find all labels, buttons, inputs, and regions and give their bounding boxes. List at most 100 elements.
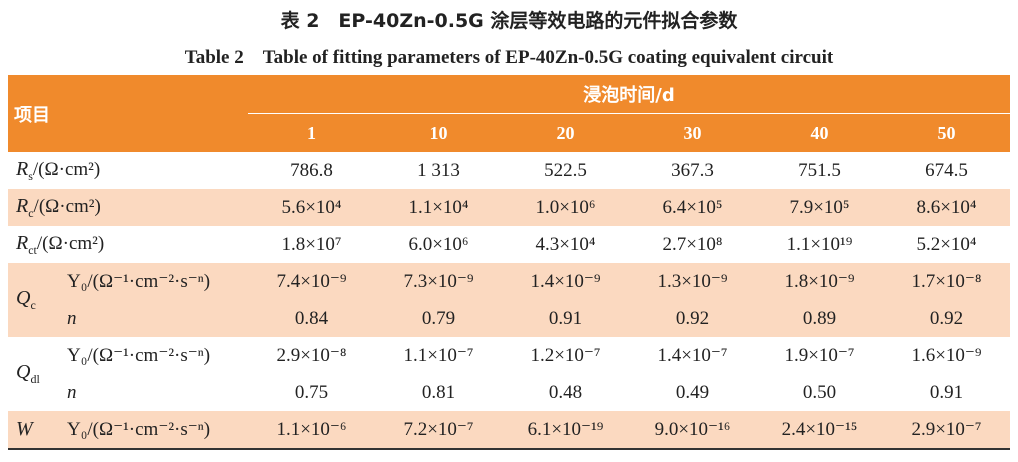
value-cell: 2.4×10⁻¹⁵: [756, 411, 883, 449]
parameter-table: 项目 浸泡时间/d 1 10 20 30 40 50 Rs/(Ω·cm²) 786.8 1 3…: [8, 75, 1010, 450]
row-label: Rs/(Ω·cm²): [8, 152, 248, 189]
value-cell: 7.4×10⁻⁹: [248, 263, 375, 300]
param-name: Y₀/(Ω⁻¹·cm⁻²·s⁻ⁿ): [63, 337, 248, 374]
param-row: W Y₀/(Ω⁻¹·cm⁻²·s⁻ⁿ) 1.1×10⁻⁶ 7.2×10⁻⁷ 6.1×10…: [8, 411, 1010, 449]
value-cell: 9.0×10⁻¹⁶: [629, 411, 756, 449]
value-cell: 6.4×10⁵: [629, 189, 756, 226]
data-row: Rs/(Ω·cm²) 786.8 1 313 522.5 367.3 751.5 674.5: [8, 152, 1010, 189]
value-cell: 1.2×10⁻⁷: [530, 345, 601, 366]
day-header: 40: [756, 113, 883, 152]
value-cell: 0.92: [883, 300, 1010, 337]
day-header: 1: [248, 113, 375, 152]
symbol: R: [16, 231, 29, 254]
param-row: n 0.84 0.79 0.91 0.92 0.89 0.92: [8, 300, 1010, 337]
value-cell: 5.6×10⁴: [248, 189, 375, 226]
subscript: c: [28, 205, 34, 220]
value-cell: 7.2×10⁻⁷: [375, 411, 502, 449]
value-cell: 0.89: [756, 300, 883, 337]
subscript: ct: [28, 242, 37, 257]
value-cell: 1.8×10⁷: [281, 233, 342, 255]
row-label: Qc: [8, 263, 63, 337]
subscript: s: [28, 168, 33, 183]
day-header: 20: [502, 113, 629, 152]
value-cell: 0.91: [502, 300, 629, 337]
value-cell: 6.0×10⁶: [408, 233, 469, 255]
value-cell: 1.1×10¹⁹: [786, 233, 853, 255]
value-cell: 674.5: [925, 159, 968, 181]
value-cell: 1.1×10⁴: [375, 189, 502, 226]
value-cell: 1.3×10⁻⁹: [629, 263, 756, 300]
day-header: 10: [375, 113, 502, 152]
data-row: Rct/(Ω·cm²) 1.8×10⁷ 6.0×10⁶ 4.3×10⁴ 2.7×10⁸ 1…: [8, 226, 1010, 263]
value-cell: 0.49: [675, 381, 710, 403]
value-cell: 522.5: [544, 159, 587, 181]
param-row: Qdl Y₀/(Ω⁻¹·cm⁻²·s⁻ⁿ) 2.9×10⁻⁸ 1.1×10⁻⁷ 1.2×…: [8, 337, 1010, 386]
param-text: n: [67, 307, 77, 329]
param-name: n: [63, 300, 248, 337]
symbol: R: [16, 194, 29, 217]
days-row: 1 10 20 30 40 50: [8, 113, 1010, 152]
param-text: n: [67, 381, 77, 403]
value-cell: 367.3: [671, 159, 714, 181]
value-cell: 1.4×10⁻⁷: [657, 345, 728, 366]
group-header: 浸泡时间/d: [248, 75, 1010, 114]
unit: /(Ω·cm²): [36, 232, 105, 254]
value-cell: 1.4×10⁻⁹: [502, 263, 629, 300]
row-label: W: [8, 411, 63, 449]
param-name: n: [63, 374, 248, 411]
unit: /(Ω·cm²): [33, 195, 101, 217]
param-name: Y₀/(Ω⁻¹·cm⁻²·s⁻ⁿ): [63, 263, 248, 300]
header-row: 项目 浸泡时间/d: [8, 75, 1010, 152]
value-cell: 0.75: [294, 381, 329, 403]
value-cell: 2.9×10⁻⁸: [276, 345, 347, 366]
value-cell: 6.1×10⁻¹⁹: [502, 411, 629, 449]
value-cell: 2.9×10⁻⁷: [883, 411, 1010, 449]
day-header: 50: [883, 113, 1010, 152]
symbol: R: [16, 157, 29, 180]
subscript: c: [30, 297, 36, 312]
table-head: 项目 浸泡时间/d 1 10 20 30 40 50: [8, 75, 1010, 152]
unit: /(Ω·cm²): [32, 158, 101, 180]
value-cell: 0.48: [548, 381, 583, 403]
day-header: 30: [629, 113, 756, 152]
value-cell: 1.7×10⁻⁸: [883, 263, 1010, 300]
param-text: Y₀/(Ω⁻¹·cm⁻²·s⁻ⁿ): [67, 271, 211, 292]
value-cell: 1 313: [417, 159, 460, 181]
value-cell: 1.1×10⁻⁶: [248, 411, 375, 449]
item-header: 项目: [8, 75, 248, 152]
value-cell: 0.50: [802, 381, 837, 403]
title-zh: 表 2 EP-40Zn-0.5G 涂层等效电路的元件拟合参数: [280, 10, 738, 32]
value-cell: 0.79: [375, 300, 502, 337]
value-cell: 1.1×10⁻⁷: [403, 345, 474, 366]
value-cell: 1.0×10⁶: [502, 189, 629, 226]
row-label: Rc/(Ω·cm²): [8, 189, 248, 226]
value-cell: 7.9×10⁵: [756, 189, 883, 226]
value-cell: 1.9×10⁻⁷: [784, 345, 855, 366]
symbol: Q: [16, 287, 31, 310]
table-body: Rs/(Ω·cm²) 786.8 1 313 522.5 367.3 751.5 674.5…: [8, 152, 1010, 449]
param-row: n 0.75 0.81 0.48 0.49 0.50 0.91: [8, 374, 1010, 411]
param-row: Qc Y₀/(Ω⁻¹·cm⁻²·s⁻ⁿ) 7.4×10⁻⁹ 7.3×10⁻⁹ 1.4×1…: [8, 263, 1010, 337]
subscript: dl: [30, 371, 40, 386]
value-cell: 7.3×10⁻⁹: [375, 263, 502, 300]
title-en: Table 2 Table of fitting parameters of E…: [184, 47, 834, 68]
data-row: Rc/(Ω·cm²) 5.6×10⁴ 1.1×10⁴ 1.0×10⁶ 6.4×10⁵ 7.…: [8, 189, 1010, 226]
value-cell: 0.92: [629, 300, 756, 337]
value-cell: 4.3×10⁴: [535, 233, 596, 255]
row-label: Qdl: [8, 337, 63, 411]
symbol: Q: [16, 361, 31, 384]
value-cell: 786.8: [290, 159, 333, 181]
row-label: Rct/(Ω·cm²): [8, 226, 248, 263]
value-cell: 0.81: [421, 381, 456, 403]
symbol: W: [16, 418, 33, 440]
value-cell: 5.2×10⁴: [916, 233, 977, 255]
value-cell: 8.6×10⁴: [883, 189, 1010, 226]
value-cell: 2.7×10⁸: [662, 233, 723, 255]
value-cell: 1.6×10⁻⁹: [911, 345, 982, 366]
param-text: Y₀/(Ω⁻¹·cm⁻²·s⁻ⁿ): [67, 345, 211, 366]
param-text: Y₀/(Ω⁻¹·cm⁻²·s⁻ⁿ): [67, 419, 211, 440]
value-cell: 1.8×10⁻⁹: [756, 263, 883, 300]
value-cell: 0.91: [929, 381, 964, 403]
value-cell: 0.84: [248, 300, 375, 337]
